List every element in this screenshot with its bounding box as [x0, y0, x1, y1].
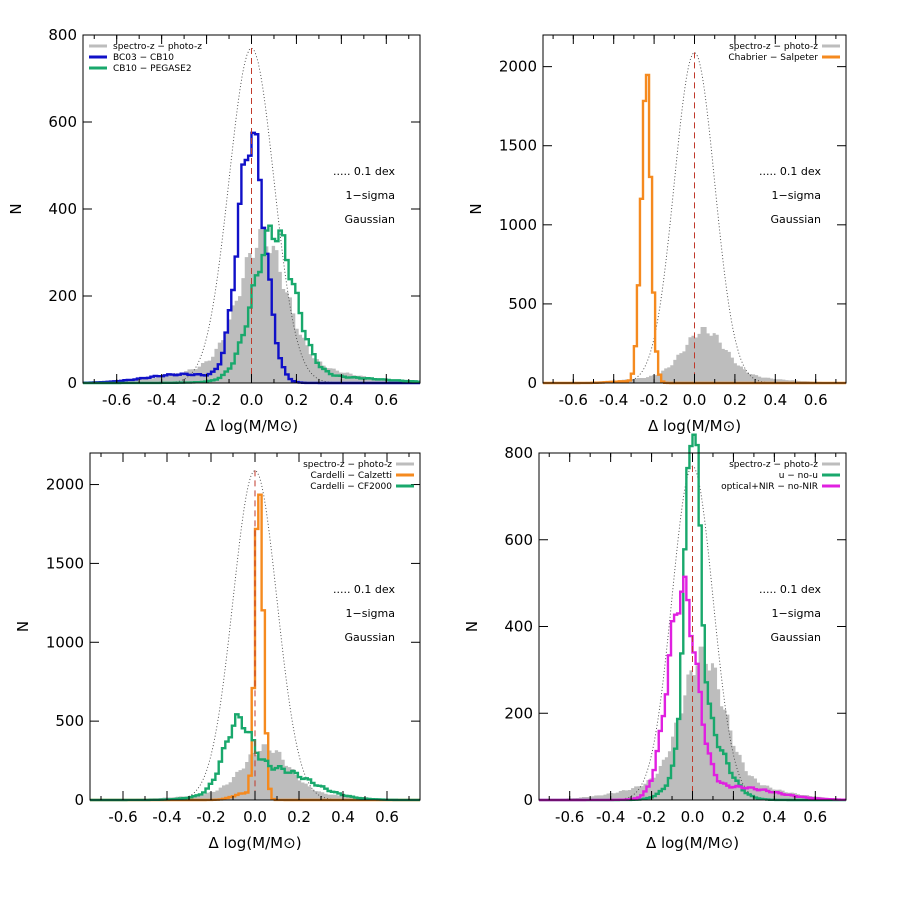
y-tick-label: 1500: [499, 137, 537, 155]
legend-entry: spectro-z − photo-z: [729, 42, 818, 52]
annotation: ..... 0.1 dex: [759, 583, 822, 596]
legend-entry: u − no-u: [779, 471, 818, 481]
x-tick-label: 0.4: [331, 808, 355, 826]
annotation: Gaussian: [771, 213, 821, 226]
x-tick-label: 0.0: [240, 391, 264, 409]
y-tick-label: 600: [504, 531, 533, 549]
x-axis-title: Δ log(M/M⊙): [648, 417, 741, 435]
y-tick-label: 500: [508, 295, 537, 313]
x-tick-label: -0.2: [196, 808, 225, 826]
y-tick-label: 200: [48, 287, 77, 305]
annotation: ..... 0.1 dex: [759, 165, 822, 178]
legend-entry: BC03 − CB10: [113, 53, 174, 63]
annotation: 1−sigma: [346, 607, 395, 620]
x-tick-label: 0.0: [681, 808, 705, 826]
annotation: Gaussian: [345, 213, 395, 226]
x-tick-label: 0.0: [683, 391, 707, 409]
legend-entry: optical+NIR − no-NIR: [721, 482, 818, 492]
legend-entry: Cardelli − CF2000: [310, 482, 392, 492]
x-tick-label: 0.4: [762, 808, 786, 826]
x-axis-title: Δ log(M/M⊙): [646, 834, 739, 852]
annotation: Gaussian: [771, 631, 821, 644]
y-axis-title: N: [14, 621, 32, 632]
x-tick-label: -0.4: [147, 391, 176, 409]
annotation: Gaussian: [345, 631, 395, 644]
x-tick-label: 0.6: [804, 391, 828, 409]
x-tick-label: -0.6: [108, 808, 137, 826]
chart-panel-2: -0.6 -0.4 -0.2 0.0 0.2 0.4 0.6 0 500 1000 1500 2000…: [467, 34, 847, 435]
x-tick-label: -0.6: [555, 808, 584, 826]
x-tick-label: -0.2: [637, 808, 666, 826]
x-tick-label: -0.2: [639, 391, 668, 409]
y-tick-label: 500: [55, 712, 84, 730]
y-tick-label: 400: [504, 618, 533, 636]
y-tick-label: 400: [48, 200, 77, 218]
y-tick-label: 0: [523, 791, 533, 809]
x-tick-label: 0.4: [763, 391, 787, 409]
gaussian-curve: [539, 465, 846, 801]
y-tick-label: 0: [527, 374, 537, 392]
y-tick-label: 1000: [46, 633, 84, 651]
y-tick-label: 200: [504, 704, 533, 722]
x-tick-label: 0.6: [375, 808, 399, 826]
y-axis-title: N: [463, 621, 481, 632]
x-axis-title: Δ log(M/M⊙): [205, 417, 298, 435]
x-axis-title: Δ log(M/M⊙): [208, 834, 301, 852]
x-tick-label: 0.2: [722, 808, 746, 826]
x-tick-label: -0.4: [596, 808, 625, 826]
x-tick-label: 0.6: [374, 391, 398, 409]
legend-entry: Chabrier − Salpeter: [728, 53, 818, 63]
y-tick-label: 0: [74, 791, 84, 809]
y-tick-label: 800: [504, 444, 533, 462]
x-tick-label: 0.4: [329, 391, 353, 409]
x-tick-label: 0.2: [287, 808, 311, 826]
histogram-filled-spectro-photo: [539, 646, 846, 800]
chart-panel-1: -0.6 -0.4 -0.2 0.0 0.2 0.4 0.6 0 200 400 600 800 Δ l…: [7, 26, 421, 435]
annotation: ..... 0.1 dex: [333, 165, 396, 178]
y-tick-label: 0: [67, 374, 77, 392]
x-tick-label: 0.2: [723, 391, 747, 409]
x-tick-label: -0.4: [152, 808, 181, 826]
x-tick-label: -0.6: [559, 391, 588, 409]
x-tick-label: 0.0: [243, 808, 267, 826]
y-axis-title: N: [7, 203, 25, 214]
chart-panel-3: -0.6 -0.4 -0.2 0.0 0.2 0.4 0.6 0 500 1000 1500 2000…: [14, 452, 421, 852]
legend-entry: spectro-z − photo-z: [113, 42, 202, 52]
y-tick-label: 2000: [499, 58, 537, 76]
x-tick-label: 0.6: [803, 808, 827, 826]
legend-entry: spectro-z − photo-z: [303, 460, 392, 470]
annotation: 1−sigma: [772, 607, 821, 620]
legend-entry: Cardelli − Calzetti: [311, 471, 392, 481]
y-tick-label: 2000: [46, 476, 84, 494]
y-tick-label: 800: [48, 26, 77, 44]
x-tick-label: -0.6: [102, 391, 131, 409]
y-tick-label: 1000: [499, 216, 537, 234]
annotation: 1−sigma: [772, 189, 821, 202]
legend-entry: CB10 − PEGASE2: [113, 64, 192, 74]
y-axis-title: N: [467, 203, 485, 214]
y-tick-label: 1500: [46, 554, 84, 572]
x-tick-label: 0.2: [285, 391, 309, 409]
x-tick-label: -0.4: [599, 391, 628, 409]
x-tick-label: -0.2: [192, 391, 221, 409]
annotation: 1−sigma: [346, 189, 395, 202]
y-tick-label: 600: [48, 113, 77, 131]
legend-entry: spectro-z − photo-z: [729, 460, 818, 470]
chart-panel-4: -0.6 -0.4 -0.2 0.0 0.2 0.4 0.6 0 200 400 600 800 Δ l…: [463, 433, 847, 852]
annotation: ..... 0.1 dex: [333, 583, 396, 596]
